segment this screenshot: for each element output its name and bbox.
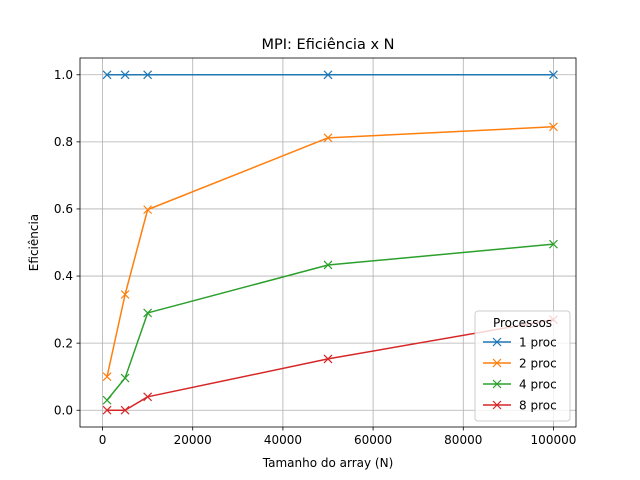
legend-item: 1 proc: [483, 335, 557, 349]
x-tick-label: 20000: [174, 433, 212, 447]
data-point: [102, 405, 112, 415]
data-point: [323, 70, 333, 80]
data-point: [102, 395, 112, 405]
legend-box: [474, 310, 571, 422]
y-tick-label: 1.0: [54, 68, 73, 82]
data-point: [143, 205, 153, 215]
data-point: [102, 372, 112, 382]
data-point: [120, 405, 130, 415]
legend-label: 2 proc: [519, 356, 557, 370]
y-axis: 0.0 0.2 0.4 0.6 0.8 1.0: [54, 68, 80, 417]
x-axis-title: Tamanho do array (N): [262, 456, 394, 470]
series-1: [102, 70, 558, 80]
data-point: [143, 308, 153, 318]
legend: Processos 1 proc 2 proc 4 proc 8 proc: [474, 310, 571, 422]
grid: [80, 58, 576, 427]
legend-marker: [492, 337, 502, 347]
series-3: [102, 239, 558, 405]
legend-label: 8 proc: [519, 398, 557, 412]
data-point: [549, 239, 558, 249]
y-tick-label: 0.6: [54, 202, 73, 216]
data-point: [120, 70, 130, 80]
data-point: [323, 133, 333, 143]
legend-item: 8 proc: [483, 398, 557, 412]
data-point: [102, 70, 112, 80]
x-axis: 0 20000 40000 60000 80000 100000: [99, 427, 577, 447]
data-point: [120, 373, 130, 383]
legend-item: 2 proc: [483, 356, 557, 370]
series-2: [102, 122, 558, 382]
legend-item: 4 proc: [483, 377, 557, 391]
chart-title: MPI: Eficiência x N: [262, 37, 395, 53]
y-tick-label: 0.0: [54, 403, 73, 417]
x-tick-label: 60000: [354, 433, 392, 447]
data-point: [549, 70, 558, 80]
y-axis-title: Eficiência: [27, 214, 41, 271]
legend-marker: [492, 358, 502, 368]
plot-frame: [79, 57, 577, 428]
y-tick-label: 0.4: [54, 269, 73, 283]
x-tick-label: 80000: [444, 433, 482, 447]
legend-label: 1 proc: [519, 335, 557, 349]
y-tick-label: 0.8: [54, 135, 73, 149]
legend-marker: [492, 400, 502, 410]
x-tick-label: 100000: [531, 433, 577, 447]
data-point: [323, 354, 333, 364]
x-tick-label: 40000: [264, 433, 302, 447]
data-point: [549, 122, 558, 132]
legend-label: 4 proc: [519, 377, 557, 391]
legend-marker: [492, 379, 502, 389]
data-point: [120, 290, 130, 299]
y-tick-label: 0.2: [54, 336, 73, 350]
data-point: [143, 70, 153, 80]
data-point: [143, 392, 153, 402]
series-layer: [102, 70, 558, 415]
legend-title: Processos: [493, 316, 552, 330]
x-tick-label: 0: [99, 433, 107, 447]
data-point: [323, 260, 333, 270]
